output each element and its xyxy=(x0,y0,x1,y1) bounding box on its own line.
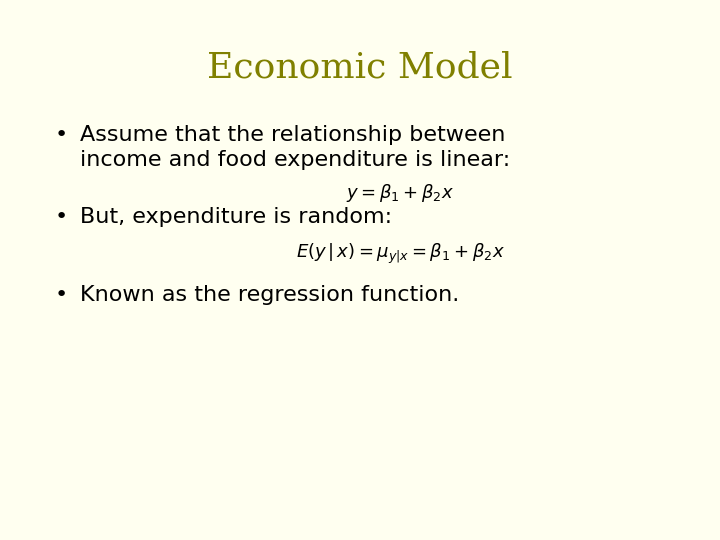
Text: •: • xyxy=(55,207,68,227)
Text: •: • xyxy=(55,285,68,305)
Text: income and food expenditure is linear:: income and food expenditure is linear: xyxy=(80,150,510,170)
Text: $E(y\,|\,x) = \mu_{y|x} = \beta_1 + \beta_2 x$: $E(y\,|\,x) = \mu_{y|x} = \beta_1 + \bet… xyxy=(296,242,505,266)
Text: But, expenditure is random:: But, expenditure is random: xyxy=(80,207,392,227)
Text: $y = \beta_1 + \beta_2 x$: $y = \beta_1 + \beta_2 x$ xyxy=(346,182,454,204)
Text: Economic Model: Economic Model xyxy=(207,50,513,84)
Text: •: • xyxy=(55,125,68,145)
Text: Assume that the relationship between: Assume that the relationship between xyxy=(80,125,505,145)
Text: Known as the regression function.: Known as the regression function. xyxy=(80,285,459,305)
